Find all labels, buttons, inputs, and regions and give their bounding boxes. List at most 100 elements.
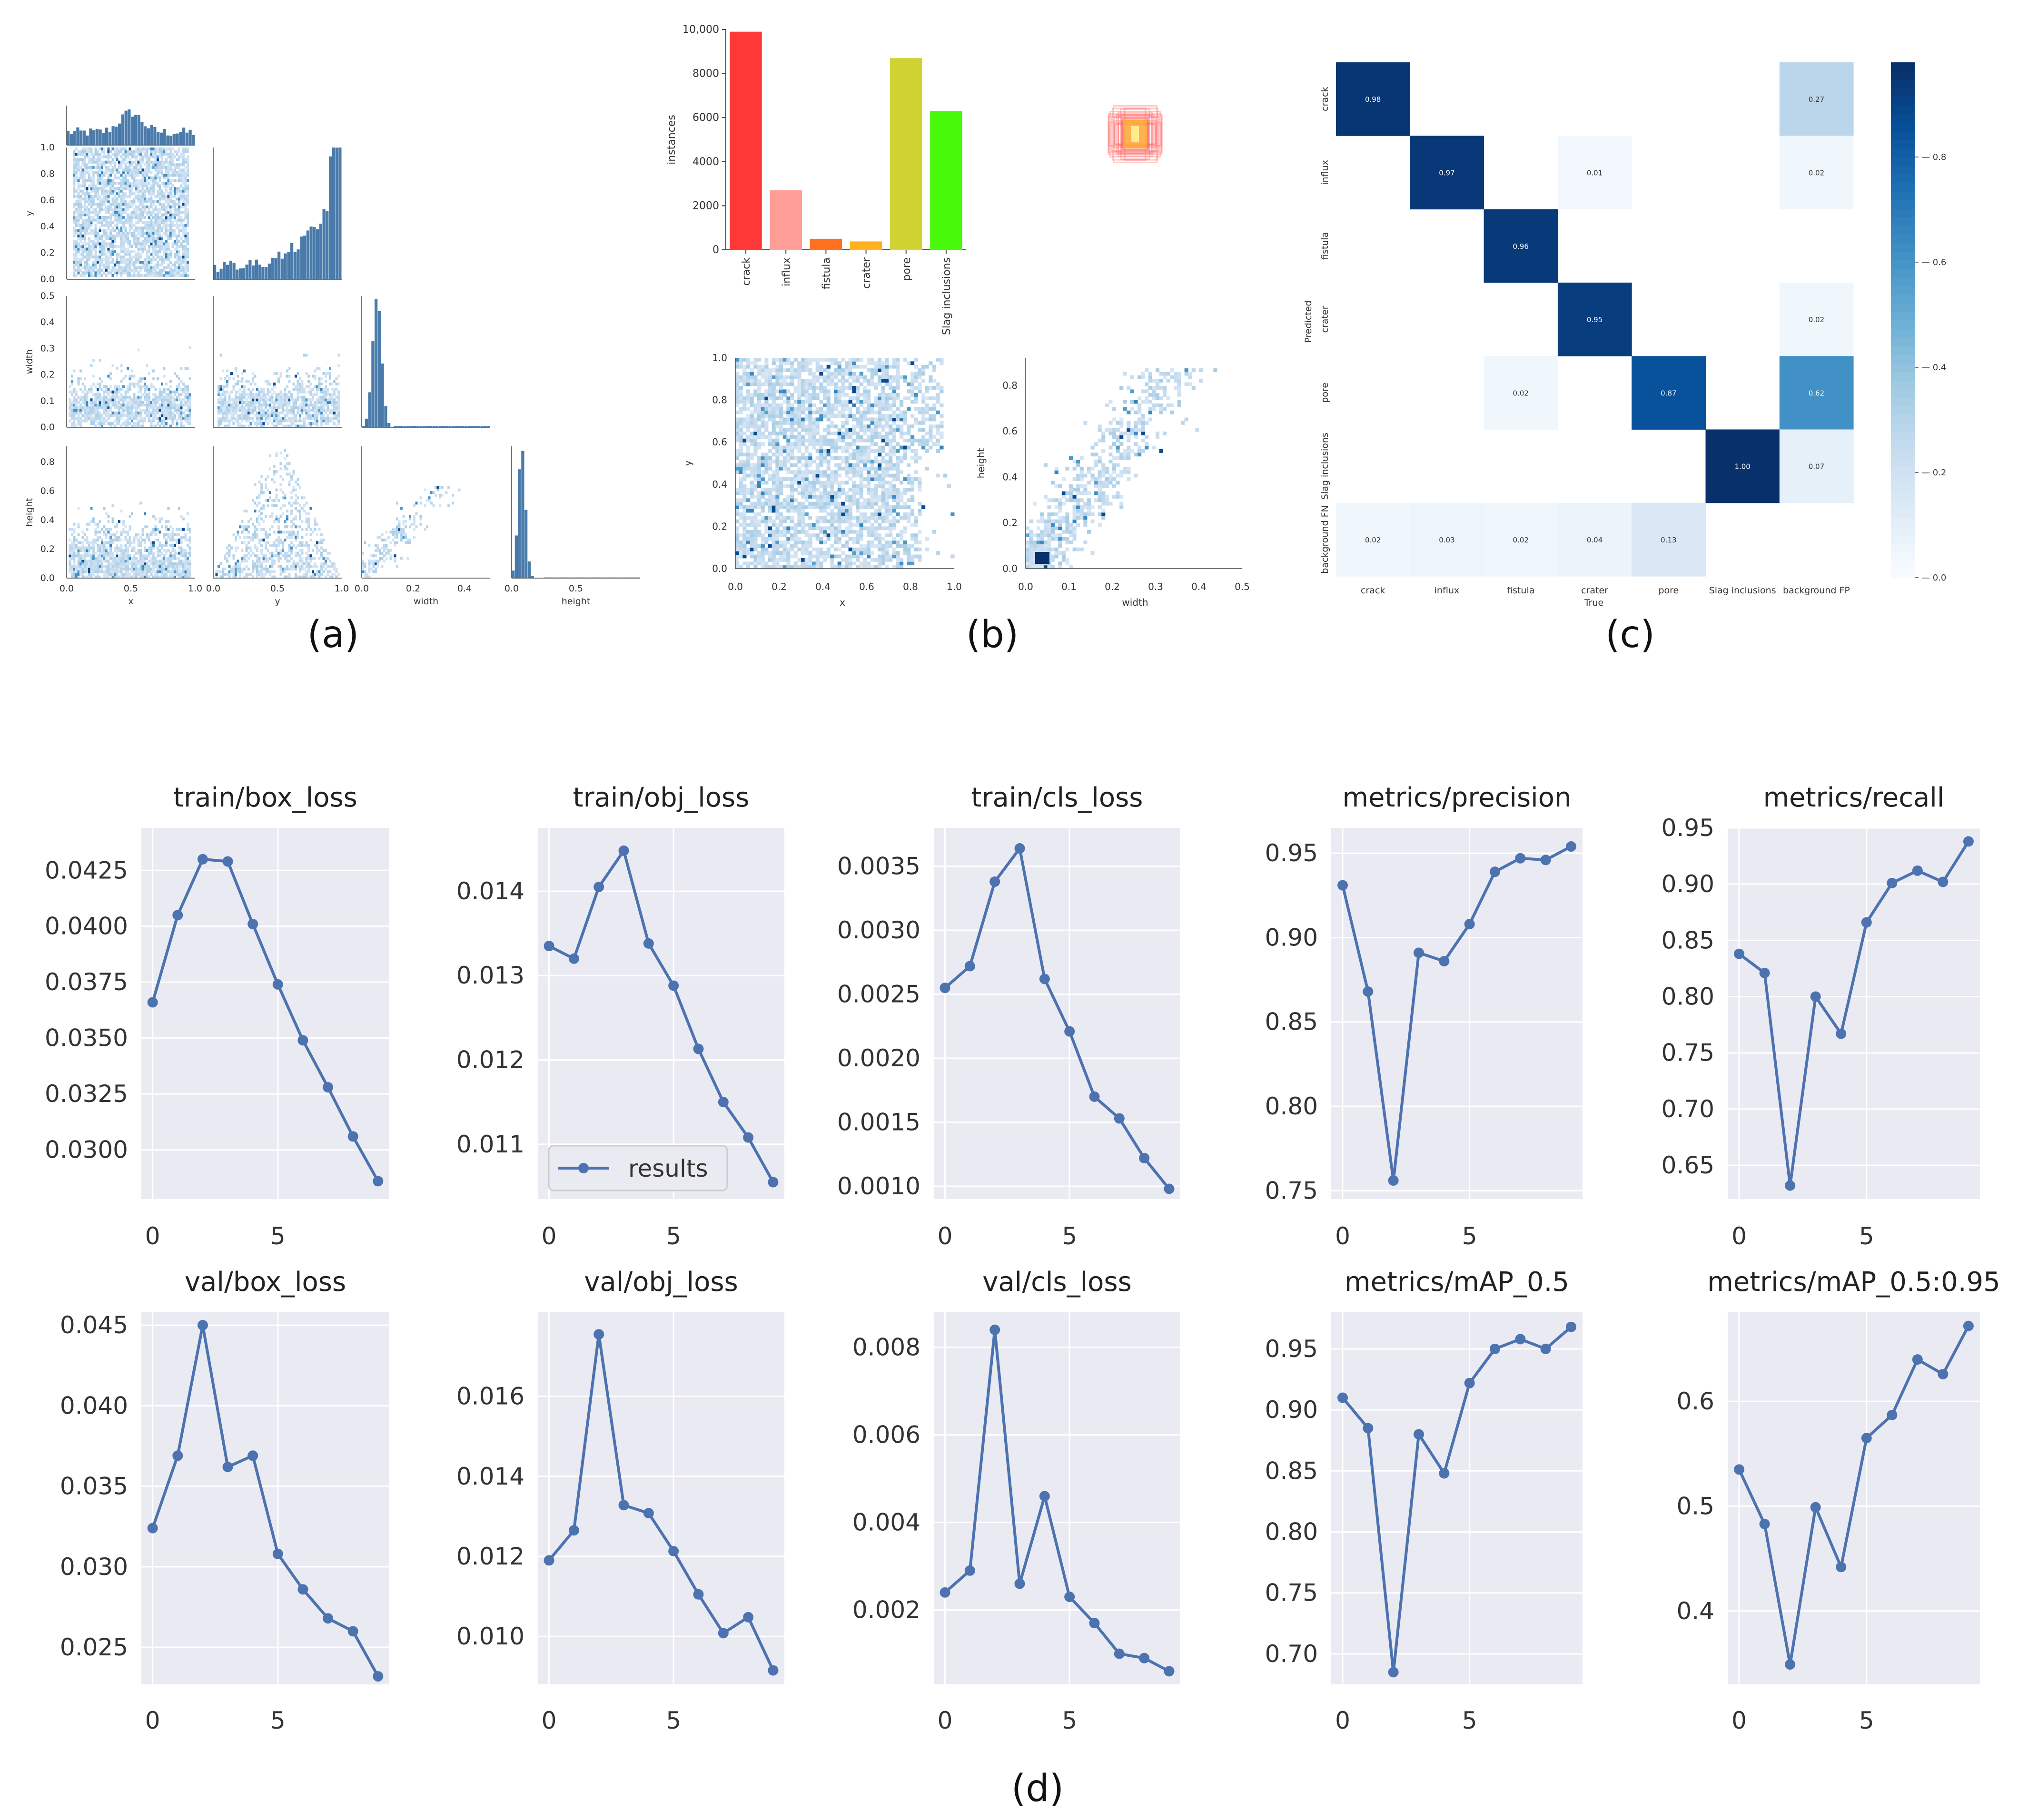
heat-cell <box>154 557 157 560</box>
heat-cell <box>99 414 101 417</box>
heat-cell <box>169 393 172 396</box>
heat-cell <box>187 184 189 187</box>
heat-cell <box>243 509 246 512</box>
heat-cell <box>297 525 299 529</box>
heat-cell <box>127 395 129 399</box>
heat-cell <box>187 416 189 420</box>
heat-cell <box>107 565 110 568</box>
heat-cell <box>243 401 246 404</box>
heat-cell <box>101 239 103 243</box>
heat-cell <box>273 531 276 534</box>
heat-cell <box>267 570 269 573</box>
heat-cell <box>127 531 129 534</box>
heat-cell <box>301 528 304 531</box>
heat-cell <box>137 543 140 547</box>
heat-cell <box>137 221 140 225</box>
heat-cell <box>120 565 123 568</box>
heat-cell <box>99 266 101 269</box>
heat-cell <box>180 176 183 179</box>
heat-cell <box>73 369 76 373</box>
heat-cell <box>273 403 276 407</box>
heat-cell <box>131 234 133 237</box>
heat-cell <box>290 536 293 539</box>
heat-cell <box>305 562 308 565</box>
heat-cell <box>152 557 155 560</box>
heat-cell <box>114 197 116 201</box>
heat-cell <box>279 515 282 518</box>
heat-cell <box>84 195 86 198</box>
hist-bar <box>108 132 111 145</box>
heat-cell <box>116 261 119 264</box>
heat-cell <box>101 557 103 560</box>
heat-cell <box>178 263 180 266</box>
heat-cell <box>169 182 172 185</box>
heat-cell <box>101 197 103 201</box>
heat-cell <box>77 401 80 404</box>
heat-cell <box>75 409 78 412</box>
heat-cell <box>295 424 297 428</box>
heat-cell <box>94 189 97 193</box>
heat-cell <box>88 551 90 555</box>
heat-cell <box>224 567 227 571</box>
heat-cell <box>122 266 125 269</box>
hist-bar <box>474 426 477 427</box>
heat-cell <box>292 403 295 407</box>
heat-cell <box>279 531 282 534</box>
heat-cell <box>116 546 119 550</box>
heat-cell <box>237 560 239 563</box>
heat-cell <box>161 237 163 240</box>
heat-cell <box>267 560 269 563</box>
heat-cell <box>235 406 237 409</box>
heat-cell <box>161 247 163 251</box>
heat-cell <box>150 401 153 404</box>
heat-cell <box>224 385 227 388</box>
heat-cell <box>94 245 97 248</box>
heat-cell <box>184 557 187 560</box>
heat-cell <box>88 414 90 417</box>
heat-cell <box>99 401 101 404</box>
heat-cell <box>124 179 127 182</box>
heat-cell <box>71 572 73 576</box>
heat-cell <box>90 554 93 558</box>
heat-cell <box>75 203 78 206</box>
heat-cell <box>254 414 257 417</box>
heat-cell <box>86 210 89 214</box>
heat-cell <box>97 570 99 573</box>
heat-cell <box>139 541 142 544</box>
heat-cell <box>235 538 237 541</box>
heat-cell <box>137 239 140 243</box>
heat-cell <box>97 160 99 164</box>
heat-cell <box>129 163 131 167</box>
heat-cell <box>122 210 125 214</box>
heat-cell <box>135 533 138 536</box>
heat-cell <box>184 419 187 423</box>
heat-cell <box>180 401 183 404</box>
heat-cell <box>124 208 127 211</box>
heat-cell <box>118 565 120 568</box>
heat-cell <box>273 570 276 573</box>
heat-cell <box>154 239 157 243</box>
heat-cell <box>103 572 106 576</box>
heat-cell <box>148 247 150 251</box>
heat-cell <box>124 232 127 235</box>
heat-cell <box>122 232 125 235</box>
heat-cell <box>99 166 101 169</box>
heat-cell <box>284 457 287 460</box>
heat-cell <box>73 549 76 552</box>
heat-cell <box>161 158 163 161</box>
heat-cell <box>94 570 97 573</box>
heat-cell <box>182 403 185 407</box>
heat-cell <box>73 258 76 261</box>
heat-cell <box>148 390 150 394</box>
heat-cell <box>107 250 110 254</box>
heat-cell <box>86 575 89 579</box>
heat-cell <box>150 261 153 264</box>
heat-cell <box>101 148 103 151</box>
heat-cell <box>81 226 84 230</box>
heat-cell <box>169 572 172 576</box>
heat-cell <box>107 210 110 214</box>
hist-bar <box>429 426 432 427</box>
heat-cell <box>90 182 93 185</box>
heat-cell <box>133 192 136 196</box>
heat-cell <box>86 213 89 216</box>
